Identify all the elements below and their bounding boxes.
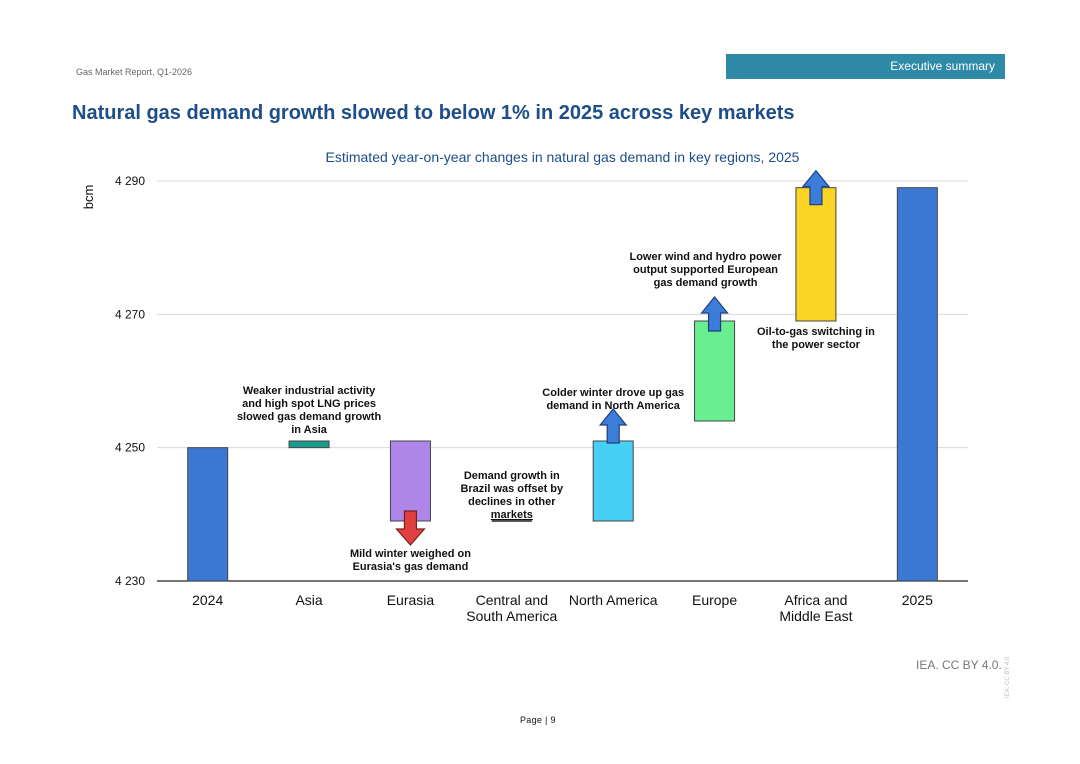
annotation-text: Oil-to-gas switching in <box>757 326 875 338</box>
y-tick-label: 4 270 <box>115 307 145 321</box>
y-tick-label: 4 230 <box>115 574 145 588</box>
annotation-text: declines in other <box>468 496 556 508</box>
bar <box>389 440 431 522</box>
vertical-license: IEA. CC BY 4.0. <box>1005 655 1011 698</box>
annotation-text: slowed gas demand growth <box>237 411 382 423</box>
x-tick-label: Eurasia <box>387 592 435 608</box>
x-tick-label: Europe <box>692 592 737 608</box>
x-tick-label: Asia <box>295 592 322 608</box>
y-axis-label: bcm <box>81 185 96 210</box>
bar <box>795 187 837 322</box>
bar <box>896 187 938 582</box>
y-tick-label: 4 250 <box>115 441 145 455</box>
up-arrow-icon <box>598 408 628 444</box>
annotation-text: Weaker industrial activity <box>243 385 376 397</box>
x-tick-label: Central and <box>476 592 548 608</box>
x-tick-label: 2025 <box>902 592 933 608</box>
y-tick-label: 4 290 <box>115 174 145 188</box>
x-tick-label: South America <box>466 608 557 624</box>
report-name: Gas Market Report, Q1-2026 <box>76 67 193 77</box>
bar <box>592 440 634 522</box>
bar <box>288 440 330 449</box>
x-tick-label: Middle East <box>779 608 852 624</box>
section-badge: Executive summary <box>726 54 1005 79</box>
x-tick-label: 2024 <box>192 592 223 608</box>
annotation-text: the power sector <box>772 339 861 351</box>
up-arrow-icon <box>700 296 729 332</box>
annotation-text: Colder winter drove up gas <box>542 387 684 399</box>
page-number: Page | 9 <box>520 715 556 725</box>
bar <box>694 320 736 422</box>
x-tick-label: North America <box>569 592 658 608</box>
annotation-text: Mild winter weighed on <box>350 548 471 560</box>
annotation-text: Lower wind and hydro power <box>629 251 782 263</box>
annotation-text: output supported European <box>633 264 778 276</box>
chart-title: Estimated year-on-year changes in natura… <box>326 149 800 165</box>
annotation-text: and high spot LNG prices <box>242 398 376 410</box>
x-tick-label: Africa and <box>784 592 847 608</box>
annotation-text: Brazil was offset by <box>460 483 564 495</box>
bar <box>187 447 229 582</box>
page-title: Natural gas demand growth slowed to belo… <box>72 102 795 124</box>
annotation-text: in Asia <box>291 424 328 436</box>
up-arrow-icon <box>801 169 831 206</box>
annotation-text: gas demand growth <box>654 277 758 289</box>
down-arrow-icon <box>395 510 426 546</box>
annotation-text: markets <box>491 509 533 521</box>
annotation-text: Demand growth in <box>464 470 560 482</box>
source-note: IEA. CC BY 4.0. <box>916 658 1002 672</box>
annotation-text: demand in North America <box>546 400 680 412</box>
annotation-text: Eurasia's gas demand <box>353 561 469 573</box>
